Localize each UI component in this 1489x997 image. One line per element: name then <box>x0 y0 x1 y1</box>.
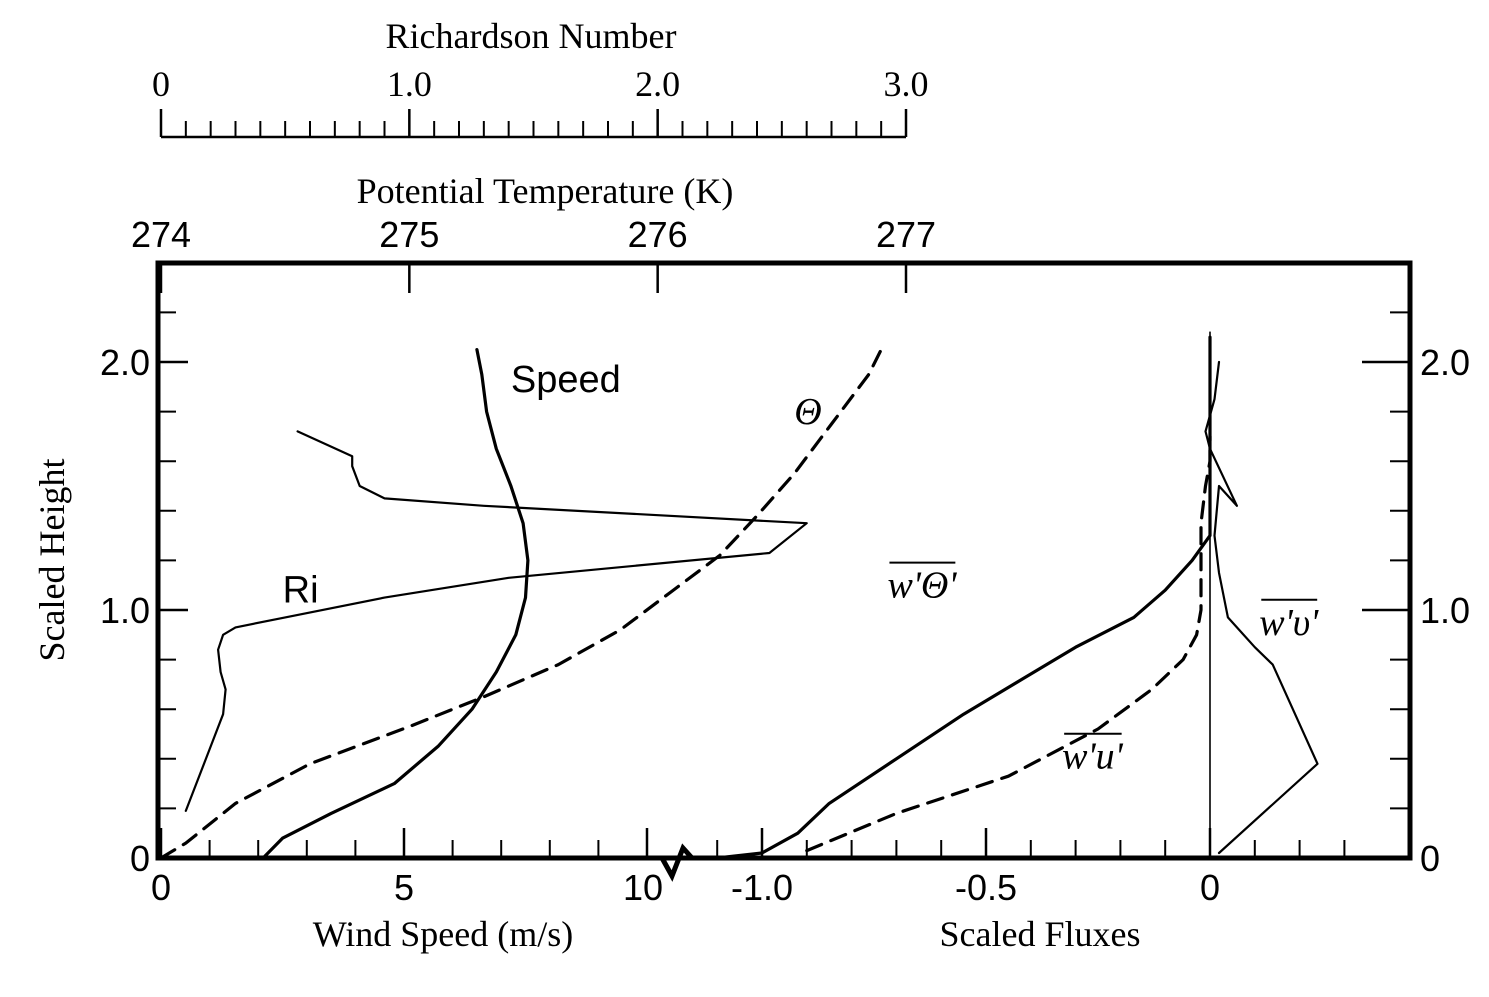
temperature-axis-title: Potential Temperature (K) <box>357 171 734 211</box>
temperature-tick-label: 274 <box>131 214 191 255</box>
series-label-wv: w'υ' <box>1259 602 1319 644</box>
series-line-wu <box>805 434 1212 853</box>
height-axis-title: Scaled Height <box>32 459 72 662</box>
temperature-tick-label: 277 <box>876 214 936 255</box>
left-height-tick-label: 1.0 <box>100 590 150 631</box>
wind-speed-tick-label: 10 <box>623 867 663 908</box>
scaled-fluxes-axis-title: Scaled Fluxes <box>940 914 1141 954</box>
left-height-tick-label: 0 <box>130 838 150 879</box>
richardson-tick-label: 0 <box>152 64 170 104</box>
flux-tick-label: 0 <box>1200 867 1220 908</box>
richardson-tick-label: 3.0 <box>884 64 929 104</box>
temperature-tick-label: 276 <box>628 214 688 255</box>
series-labels-layer: Speed Ri Θw'Θ' w'u' w'υ' <box>283 359 1320 778</box>
series-label-wtheta: w'Θ' <box>887 565 957 607</box>
series-line-theta <box>159 348 883 860</box>
temperature-tick-label: 275 <box>379 214 439 255</box>
series-layer <box>159 331 1319 860</box>
series-label-ri: Ri <box>283 570 319 612</box>
wind-speed-axis-title: Wind Speed (m/s) <box>313 914 574 954</box>
series-label-speed: Speed <box>511 359 621 401</box>
right-height-tick-label: 0 <box>1420 838 1440 879</box>
left-height-tick-label: 2.0 <box>100 342 150 383</box>
axis-break-marker <box>659 843 694 882</box>
series-label-theta: Θ <box>794 391 821 433</box>
plot-frame <box>155 260 1413 861</box>
richardson-axis-title: Richardson Number <box>386 16 677 56</box>
series-line-ri <box>184 430 808 813</box>
series-line-wtheta <box>715 335 1212 860</box>
richardson-tick-label: 1.0 <box>387 64 432 104</box>
right-height-tick-label: 1.0 <box>1420 590 1470 631</box>
series-line-speed <box>261 348 530 860</box>
flux-tick-label: -0.5 <box>955 867 1017 908</box>
wind-speed-tick-label: 5 <box>394 867 414 908</box>
flux-tick-label: -1.0 <box>731 867 793 908</box>
wind-speed-tick-label: 0 <box>151 867 171 908</box>
right-height-tick-label: 2.0 <box>1420 342 1470 383</box>
series-label-wu: w'u' <box>1062 736 1123 778</box>
series-line-wv <box>1204 360 1319 855</box>
richardson-tick-label: 2.0 <box>635 64 680 104</box>
